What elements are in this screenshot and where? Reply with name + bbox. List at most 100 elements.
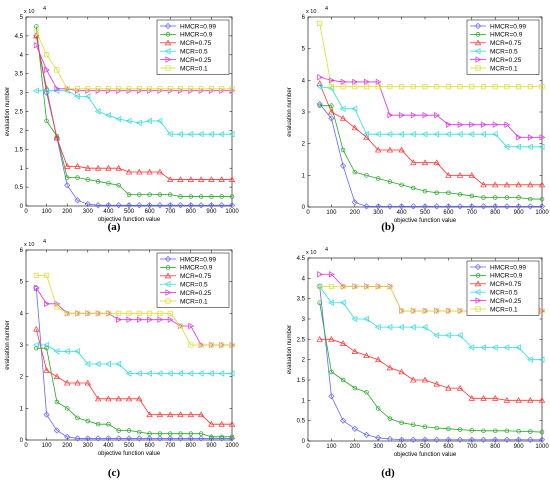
legend-label: MCR=0.25 [180,57,212,64]
data-point [167,86,173,92]
data-point [339,340,347,346]
data-point [503,203,510,210]
data-point [74,379,81,386]
data-point [167,435,174,442]
data-point [457,121,464,128]
data-point [340,162,347,169]
legend-marker [164,281,171,288]
data-point [146,411,153,418]
legend-label: MCR=0.1 [180,298,208,305]
data-point [187,176,194,182]
data-point [136,435,143,442]
x-tick-label: 300 [83,443,94,449]
data-point [445,130,451,138]
data-point [410,84,416,90]
data-point [352,385,358,391]
data-point [433,130,440,138]
data-point [106,421,111,427]
legend-label: MCR=0.5 [490,49,518,56]
data-point [411,422,416,427]
data-point [433,436,440,443]
x-tick-label: 500 [420,444,431,450]
data-point [125,117,132,125]
x-tick-label: 900 [514,210,525,216]
y-tick-label: 3.5 [15,72,24,78]
data-point [43,367,50,373]
data-point [421,130,428,138]
data-point [398,203,405,210]
data-point [125,435,133,442]
data-point [503,397,511,403]
data-point [105,360,111,368]
data-point [528,429,533,434]
data-point [538,356,545,363]
data-point [468,203,475,210]
data-point [481,121,487,128]
data-point [480,436,487,443]
series-HMCR=0.9 [317,300,545,435]
data-point [228,370,235,377]
data-point [457,203,464,210]
data-point [492,121,499,128]
x-tick-label: 500 [124,209,135,215]
data-point [375,283,381,290]
data-point [539,429,545,435]
x-tick-label: 300 [373,444,384,450]
data-point [228,130,235,138]
y-tick-label: 1.5 [15,147,24,153]
data-point [74,93,80,100]
chart-panel-b: 0 100 200 300 400 500 600 700 800 900 1000 0 1 2 3 4 5 6x… [287,6,549,233]
x-axis-label: objective function value [394,218,457,224]
y-tick-label: 1 [20,166,24,172]
data-point [219,434,224,440]
series-MCR=0.5 [316,83,545,151]
y-tick-label: 4.5 [297,256,306,262]
data-point [328,299,334,306]
data-point [167,192,173,197]
data-point [317,20,323,26]
x-tick-label: 700 [165,209,176,215]
data-point [364,173,369,178]
series-line [319,86,542,148]
data-point [410,376,417,383]
x-tick-label: 0 [306,444,310,450]
data-point [156,168,164,175]
x-tick-label: 900 [206,209,217,215]
data-point [457,192,463,197]
data-point [126,310,132,316]
data-point [53,348,60,355]
data-point [33,42,40,49]
series-MCR=0.75 [33,32,236,182]
data-point [208,342,214,348]
x-tick-label: 500 [420,210,431,216]
data-point [445,203,452,210]
data-point [115,202,122,209]
data-point [94,164,102,171]
legend-label: HMCR=0.99 [180,23,216,30]
data-point [352,78,359,86]
data-point [526,356,533,363]
data-point [445,436,452,443]
data-point [95,202,102,209]
y-tick-label: 4 [20,53,24,59]
x-tick-label: 800 [186,209,197,215]
data-point [527,84,533,90]
data-point [84,201,91,208]
data-point [188,86,194,92]
data-point [54,85,61,93]
legend-marker [474,289,481,296]
y-tick-label: 2 [302,142,306,148]
data-point [422,188,428,194]
data-point [218,420,225,427]
data-point [95,421,101,427]
data-point [539,84,545,90]
data-point [526,143,533,151]
data-point [480,203,487,210]
data-point [137,429,142,435]
data-point [197,176,205,182]
x-tick-label: 600 [145,209,156,215]
data-point [105,202,112,209]
x-tick-label: 200 [350,444,361,450]
data-point [106,181,111,186]
